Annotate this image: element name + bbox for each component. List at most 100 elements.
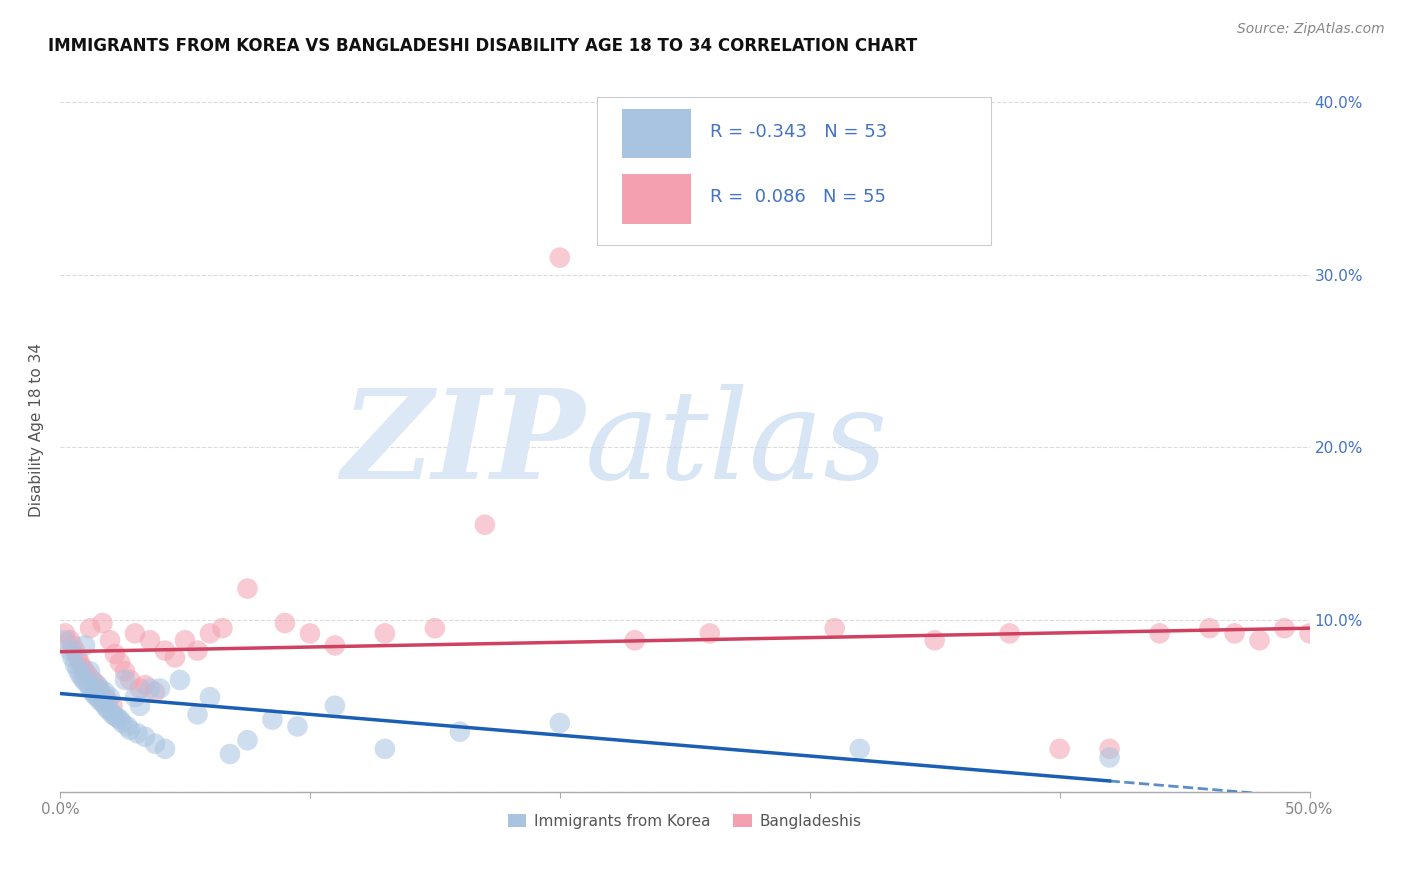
Text: Source: ZipAtlas.com: Source: ZipAtlas.com: [1237, 22, 1385, 37]
Point: [96, 693, 118, 707]
Point: [59, 633, 82, 648]
Point: [1274, 621, 1296, 635]
Point: [82, 673, 104, 687]
Y-axis label: Disability Age 18 to 34: Disability Age 18 to 34: [30, 343, 44, 517]
Point: [76, 667, 98, 681]
Point: [1223, 626, 1246, 640]
Point: [62, 650, 84, 665]
Point: [104, 647, 127, 661]
Point: [114, 673, 136, 687]
Point: [198, 626, 221, 640]
Point: [94, 685, 117, 699]
Point: [374, 626, 396, 640]
Point: [89, 681, 111, 696]
Point: [89, 685, 111, 699]
Point: [236, 582, 259, 596]
Point: [287, 719, 309, 733]
Point: [474, 517, 496, 532]
Point: [548, 251, 571, 265]
Point: [274, 615, 297, 630]
FancyBboxPatch shape: [623, 175, 690, 224]
Point: [998, 626, 1021, 640]
Point: [323, 639, 346, 653]
Point: [174, 633, 197, 648]
Point: [1049, 742, 1071, 756]
Point: [824, 621, 846, 635]
Point: [129, 681, 152, 696]
Point: [298, 626, 321, 640]
Point: [104, 709, 127, 723]
Point: [149, 681, 172, 696]
Text: atlas: atlas: [585, 384, 889, 505]
Point: [1098, 750, 1121, 764]
Point: [117, 719, 139, 733]
Point: [73, 639, 96, 653]
Point: [118, 723, 141, 737]
Point: [86, 690, 108, 705]
Point: [186, 707, 208, 722]
Point: [66, 650, 89, 665]
Point: [924, 633, 946, 648]
Point: [623, 633, 645, 648]
Point: [82, 685, 104, 699]
Point: [79, 621, 101, 635]
Point: [143, 685, 166, 699]
Point: [1098, 742, 1121, 756]
Point: [139, 681, 162, 696]
Point: [127, 726, 149, 740]
Point: [108, 656, 131, 670]
Point: [129, 698, 152, 713]
Point: [98, 690, 121, 705]
Point: [84, 689, 107, 703]
Point: [53, 626, 76, 640]
Point: [91, 695, 114, 709]
Point: [53, 633, 76, 648]
Point: [69, 656, 91, 670]
Point: [848, 742, 870, 756]
Point: [72, 671, 94, 685]
Point: [118, 673, 141, 687]
Point: [91, 615, 114, 630]
Point: [262, 713, 284, 727]
Point: [198, 690, 221, 705]
Point: [134, 730, 156, 744]
Text: R =  0.086   N = 55: R = 0.086 N = 55: [710, 188, 886, 206]
Point: [66, 663, 89, 677]
Point: [73, 674, 96, 689]
Point: [79, 665, 101, 679]
Legend: Immigrants from Korea, Bangladeshis: Immigrants from Korea, Bangladeshis: [502, 808, 868, 835]
Point: [211, 621, 233, 635]
Point: [236, 733, 259, 747]
Point: [153, 643, 176, 657]
Point: [98, 633, 121, 648]
Point: [1149, 626, 1171, 640]
Point: [73, 665, 96, 679]
Point: [72, 661, 94, 675]
Point: [101, 698, 124, 713]
Point: [63, 657, 86, 672]
Text: R = -0.343   N = 53: R = -0.343 N = 53: [710, 123, 887, 141]
Point: [139, 633, 162, 648]
Point: [84, 676, 107, 690]
FancyBboxPatch shape: [623, 109, 690, 159]
Point: [143, 737, 166, 751]
Point: [699, 626, 721, 640]
Point: [374, 742, 396, 756]
Point: [89, 693, 111, 707]
FancyBboxPatch shape: [598, 97, 991, 245]
Point: [86, 678, 108, 692]
Point: [423, 621, 446, 635]
Point: [548, 716, 571, 731]
Point: [1198, 621, 1220, 635]
Point: [59, 643, 82, 657]
Point: [186, 643, 208, 657]
Text: IMMIGRANTS FROM KOREA VS BANGLADESHI DISABILITY AGE 18 TO 34 CORRELATION CHART: IMMIGRANTS FROM KOREA VS BANGLADESHI DIS…: [48, 37, 917, 55]
Point: [114, 665, 136, 679]
Point: [63, 643, 86, 657]
Point: [98, 704, 121, 718]
Point: [1298, 626, 1320, 640]
Point: [1249, 633, 1271, 648]
Point: [219, 747, 242, 761]
Point: [124, 690, 146, 705]
Point: [62, 639, 84, 653]
